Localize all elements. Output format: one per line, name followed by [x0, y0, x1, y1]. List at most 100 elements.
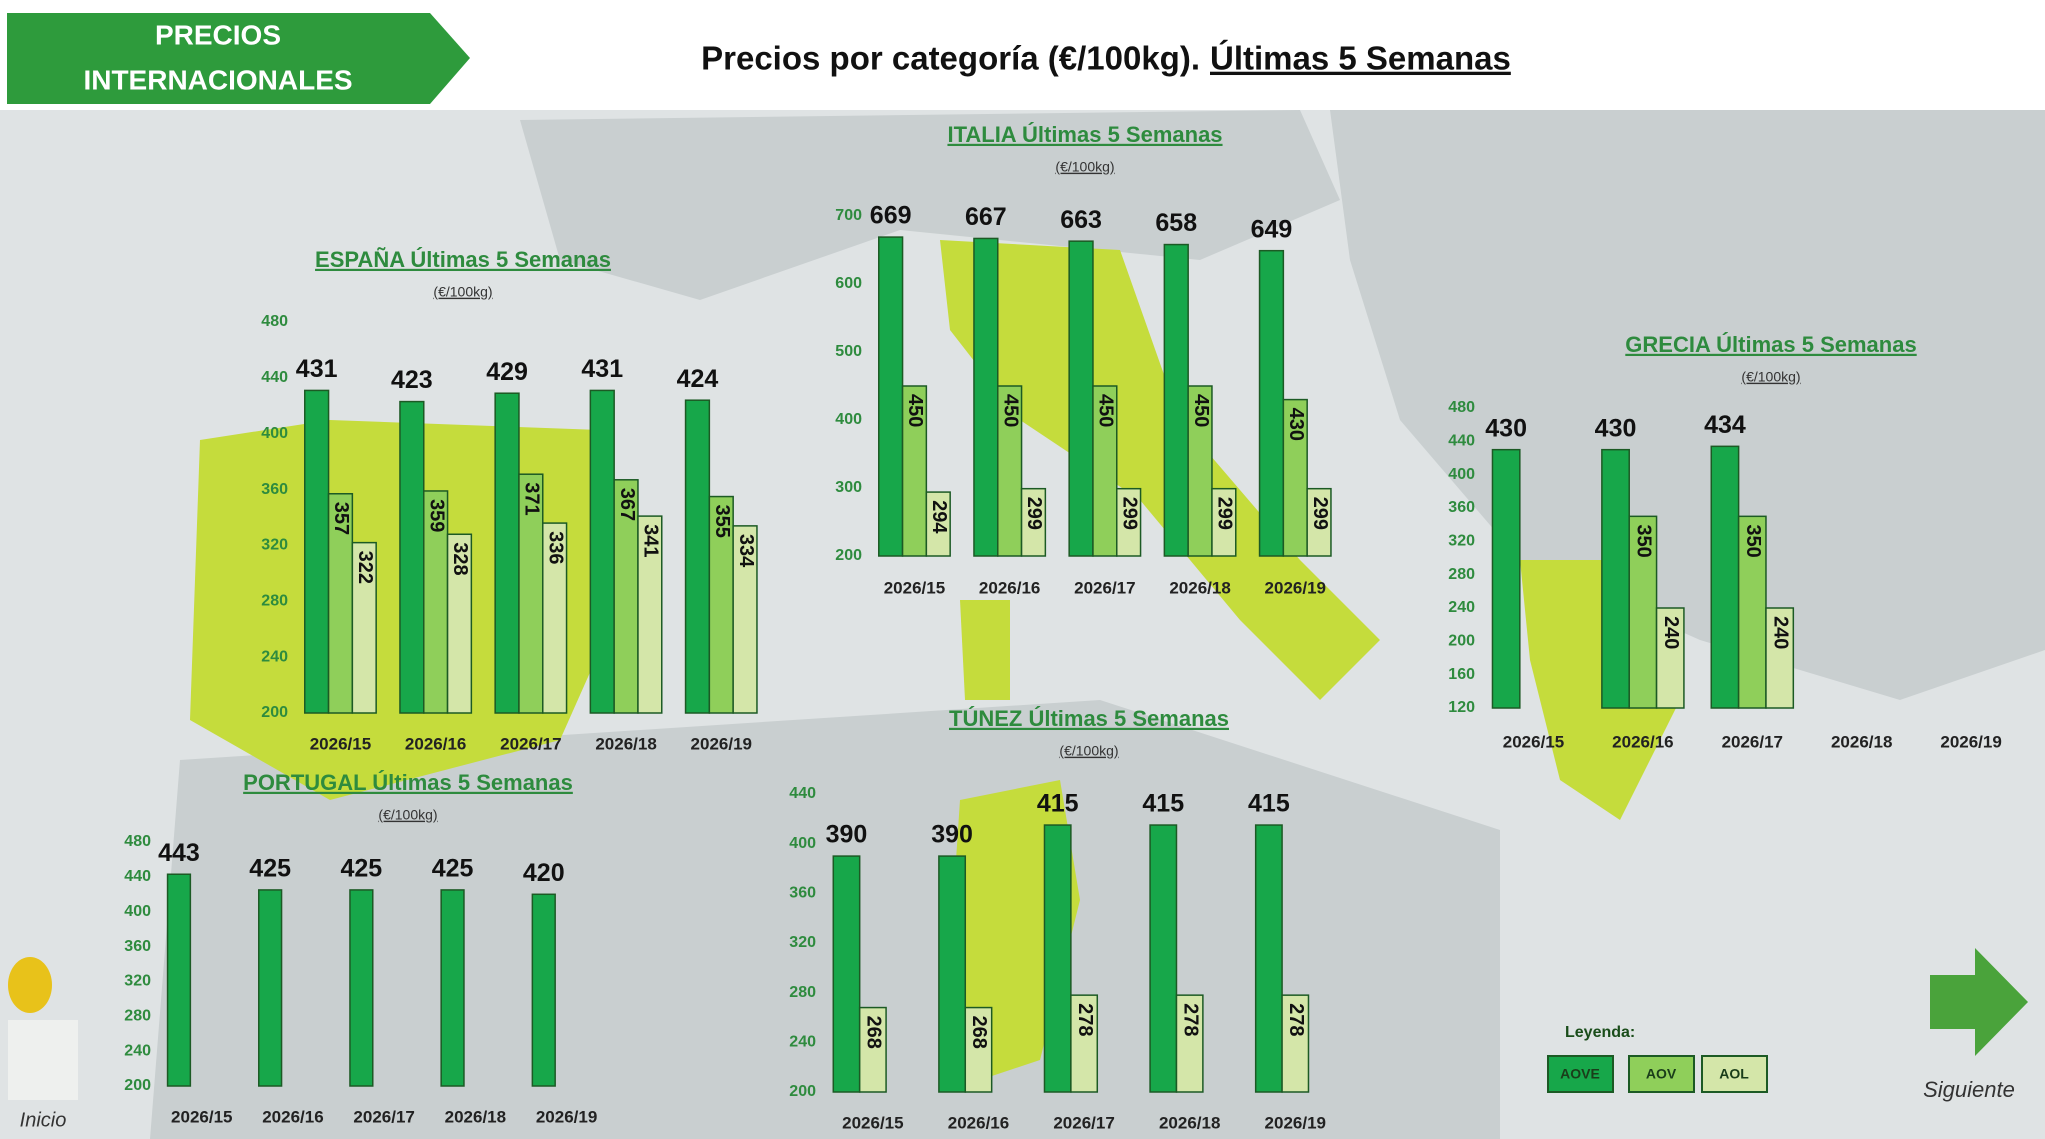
chart-subtitle: (€/100kg) [378, 807, 437, 823]
y-tick-label: 280 [1448, 566, 1475, 583]
data-label: 415 [1142, 790, 1184, 818]
x-tick-label: 2026/17 [1722, 732, 1783, 751]
data-label: 450 [904, 394, 926, 427]
y-tick-label: 300 [835, 479, 862, 496]
home-button[interactable]: Inicio [8, 957, 78, 1131]
next-button[interactable]: Siguiente [1923, 948, 2028, 1102]
map-sardinia [960, 600, 1010, 700]
bar [1258, 249, 1285, 557]
y-tick-label: 200 [835, 547, 862, 564]
bar [832, 855, 861, 1093]
bar [973, 237, 999, 557]
data-label: 322 [354, 551, 376, 584]
x-tick-label: 2026/18 [595, 734, 656, 753]
y-tick-label: 700 [835, 207, 862, 224]
y-tick-label: 320 [261, 537, 288, 554]
y-tick-label: 440 [261, 369, 288, 386]
bar [1282, 398, 1308, 557]
data-label: 649 [1251, 215, 1293, 243]
y-tick-label: 280 [124, 1008, 151, 1025]
data-label: 450 [999, 394, 1021, 427]
legend-swatch [1701, 1055, 1768, 1093]
data-label: 268 [863, 1016, 885, 1049]
bar [1601, 448, 1630, 709]
bar [166, 873, 192, 1087]
y-tick-label: 440 [789, 785, 816, 802]
legend-label: AOV [1646, 1066, 1677, 1082]
data-label: 371 [521, 482, 543, 515]
legend-swatch [1628, 1055, 1695, 1093]
data-label: 278 [1285, 1003, 1307, 1036]
bar [589, 389, 615, 714]
chart-title: PORTUGAL Últimas 5 Semanas [243, 770, 573, 795]
data-label: 328 [449, 542, 471, 575]
data-label: 415 [1248, 790, 1290, 818]
y-tick-label: 240 [789, 1034, 816, 1051]
chart-subtitle: (€/100kg) [433, 284, 492, 300]
bar [964, 1006, 993, 1093]
data-label: 390 [826, 821, 868, 849]
bar [1187, 385, 1213, 557]
bar [1254, 824, 1283, 1093]
data-label: 355 [711, 505, 733, 538]
data-label: 278 [1074, 1003, 1096, 1036]
y-tick-label: 320 [124, 973, 151, 990]
data-label: 450 [1095, 394, 1117, 427]
data-label: 429 [486, 358, 528, 386]
bar [1765, 607, 1795, 709]
x-tick-label: 2026/18 [445, 1107, 506, 1126]
x-tick-label: 2026/19 [536, 1107, 597, 1126]
bar [399, 400, 425, 714]
data-label: 425 [249, 855, 291, 883]
x-tick-label: 2026/16 [948, 1113, 1009, 1132]
x-tick-label: 2026/17 [353, 1107, 414, 1126]
bar [732, 525, 758, 714]
data-label: 669 [870, 202, 912, 230]
data-label: 424 [677, 365, 719, 393]
x-tick-label: 2026/15 [842, 1113, 903, 1132]
bar [1655, 607, 1685, 709]
data-label: 667 [965, 203, 1007, 231]
data-label: 430 [1485, 414, 1527, 442]
bar [1116, 487, 1142, 557]
y-tick-label: 320 [789, 934, 816, 951]
chart-subtitle: (€/100kg) [1741, 369, 1800, 385]
bar [1070, 994, 1099, 1093]
next-label[interactable]: Siguiente [1923, 1077, 2015, 1102]
y-tick-label: 320 [1448, 533, 1475, 550]
data-label: 350 [1633, 524, 1655, 557]
bar [446, 533, 473, 714]
bar [997, 385, 1023, 557]
home-label[interactable]: Inicio [20, 1109, 67, 1131]
x-tick-label: 2026/19 [1265, 578, 1326, 597]
home-icon [8, 957, 52, 1013]
y-tick-label: 240 [261, 648, 288, 665]
bar [1020, 487, 1047, 557]
page-title-emphasis: Últimas 5 Semanas [1210, 40, 1511, 77]
data-label: 430 [1595, 414, 1637, 442]
x-tick-label: 2026/19 [1940, 732, 2001, 751]
bar [858, 1006, 887, 1093]
x-tick-label: 2026/19 [1265, 1113, 1326, 1132]
data-label: 299 [1023, 497, 1045, 530]
data-label: 425 [341, 855, 383, 883]
x-tick-label: 2026/15 [884, 578, 945, 597]
data-label: 357 [330, 502, 352, 535]
y-tick-label: 400 [124, 903, 151, 920]
map-italy [940, 240, 1380, 700]
badge-line: INTERNACIONALES [83, 64, 352, 95]
next-arrow[interactable] [1930, 948, 2028, 1056]
bar [925, 491, 951, 557]
x-tick-label: 2026/17 [500, 734, 561, 753]
data-label: 450 [1190, 394, 1212, 427]
data-label: 240 [1660, 616, 1682, 649]
x-tick-label: 2026/18 [1831, 732, 1892, 751]
bar [1737, 515, 1767, 709]
x-tick-label: 2026/16 [262, 1107, 323, 1126]
data-label: 431 [296, 355, 338, 383]
bar [258, 889, 283, 1087]
data-label: 423 [391, 366, 433, 394]
x-tick-label: 2026/16 [979, 578, 1040, 597]
y-tick-label: 200 [261, 704, 288, 721]
y-tick-label: 120 [1448, 699, 1475, 716]
